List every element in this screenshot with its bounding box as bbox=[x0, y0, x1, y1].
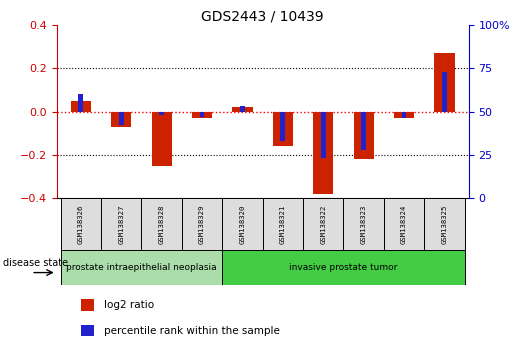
Bar bbox=[142, 198, 182, 250]
Text: prostate intraepithelial neoplasia: prostate intraepithelial neoplasia bbox=[66, 263, 217, 272]
Text: GSM138329: GSM138329 bbox=[199, 204, 205, 244]
Text: GSM138325: GSM138325 bbox=[441, 204, 448, 244]
Bar bbox=[313, 112, 333, 194]
Title: GDS2443 / 10439: GDS2443 / 10439 bbox=[201, 10, 324, 24]
Text: GSM138324: GSM138324 bbox=[401, 204, 407, 244]
Bar bbox=[182, 198, 222, 250]
Text: GSM138322: GSM138322 bbox=[320, 204, 326, 244]
Bar bbox=[361, 112, 366, 150]
Bar bbox=[240, 106, 245, 112]
Bar bbox=[222, 250, 465, 285]
Text: log2 ratio: log2 ratio bbox=[104, 300, 154, 310]
Text: percentile rank within the sample: percentile rank within the sample bbox=[104, 326, 280, 336]
Bar bbox=[78, 94, 83, 112]
Text: GSM138327: GSM138327 bbox=[118, 204, 124, 244]
Bar bbox=[61, 250, 222, 285]
Bar bbox=[81, 325, 94, 336]
Bar bbox=[159, 112, 164, 115]
Bar bbox=[321, 112, 325, 158]
Bar bbox=[442, 72, 447, 112]
Text: invasive prostate tumor: invasive prostate tumor bbox=[289, 263, 398, 272]
Bar bbox=[222, 198, 263, 250]
Bar bbox=[344, 198, 384, 250]
Bar bbox=[111, 112, 131, 127]
Text: GSM138323: GSM138323 bbox=[360, 204, 367, 244]
Bar bbox=[200, 112, 204, 117]
Bar bbox=[119, 112, 124, 125]
Bar bbox=[303, 198, 344, 250]
Bar bbox=[192, 112, 212, 118]
Bar bbox=[61, 198, 101, 250]
Text: GSM138321: GSM138321 bbox=[280, 204, 286, 244]
Bar bbox=[384, 198, 424, 250]
Bar bbox=[101, 198, 142, 250]
Text: GSM138326: GSM138326 bbox=[78, 204, 84, 244]
Text: disease state: disease state bbox=[3, 258, 68, 268]
Bar bbox=[232, 107, 252, 112]
Bar bbox=[273, 112, 293, 146]
Bar bbox=[353, 112, 374, 159]
Bar bbox=[81, 299, 94, 311]
Bar bbox=[394, 112, 414, 118]
Bar bbox=[263, 198, 303, 250]
Bar bbox=[151, 112, 172, 166]
Text: GSM138328: GSM138328 bbox=[159, 204, 165, 244]
Text: GSM138320: GSM138320 bbox=[239, 204, 246, 244]
Bar bbox=[434, 53, 455, 112]
Bar bbox=[71, 101, 91, 112]
Bar bbox=[424, 198, 465, 250]
Bar bbox=[281, 112, 285, 141]
Bar bbox=[402, 112, 406, 119]
